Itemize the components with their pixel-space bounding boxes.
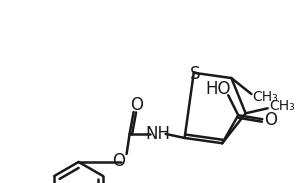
Text: O: O	[130, 96, 143, 114]
Text: CH₃: CH₃	[269, 99, 295, 113]
Text: S: S	[189, 65, 200, 83]
Text: O: O	[112, 152, 125, 170]
Text: CH₃: CH₃	[252, 90, 278, 104]
Text: NH: NH	[145, 125, 170, 143]
Text: O: O	[264, 111, 277, 129]
Text: HO: HO	[205, 80, 231, 98]
